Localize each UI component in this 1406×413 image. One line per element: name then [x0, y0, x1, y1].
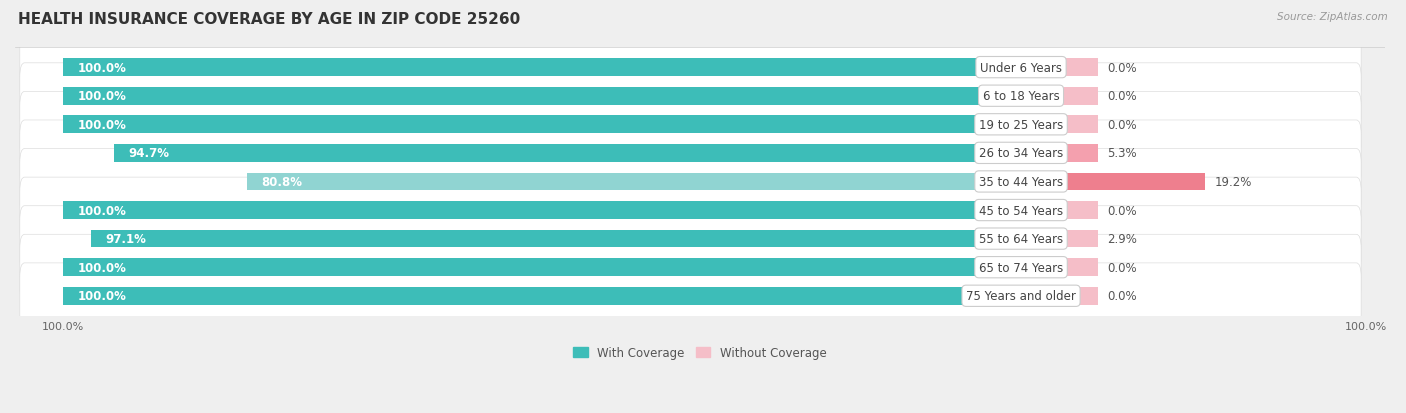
FancyBboxPatch shape	[20, 64, 1361, 129]
Text: Under 6 Years: Under 6 Years	[980, 62, 1062, 74]
FancyBboxPatch shape	[20, 149, 1361, 215]
Text: 5.3%: 5.3%	[1108, 147, 1137, 160]
Bar	[63, 116, 1021, 134]
Text: 55 to 64 Years: 55 to 64 Years	[979, 233, 1063, 245]
Text: 6 to 18 Years: 6 to 18 Years	[983, 90, 1059, 103]
Text: 2.9%: 2.9%	[1108, 233, 1137, 245]
Text: 26 to 34 Years: 26 to 34 Years	[979, 147, 1063, 160]
FancyBboxPatch shape	[20, 206, 1361, 272]
Bar	[63, 59, 1021, 77]
Text: 0.0%: 0.0%	[1108, 261, 1137, 274]
Bar	[247, 173, 1021, 191]
Bar	[1021, 230, 1098, 248]
FancyBboxPatch shape	[20, 35, 1361, 101]
Text: 97.1%: 97.1%	[105, 233, 146, 245]
Bar	[1021, 287, 1098, 305]
Text: 94.7%: 94.7%	[128, 147, 169, 160]
Text: 0.0%: 0.0%	[1108, 62, 1137, 74]
Bar	[1021, 259, 1098, 276]
FancyBboxPatch shape	[20, 235, 1361, 300]
Legend: With Coverage, Without Coverage: With Coverage, Without Coverage	[569, 342, 831, 364]
Text: 75 Years and older: 75 Years and older	[966, 290, 1076, 303]
Text: 80.8%: 80.8%	[262, 176, 302, 188]
Bar	[1021, 173, 1205, 191]
Bar	[1021, 202, 1098, 219]
Text: 35 to 44 Years: 35 to 44 Years	[979, 176, 1063, 188]
Text: 0.0%: 0.0%	[1108, 90, 1137, 103]
Text: 100.0%: 100.0%	[77, 119, 127, 131]
Text: 65 to 74 Years: 65 to 74 Years	[979, 261, 1063, 274]
Text: 19.2%: 19.2%	[1215, 176, 1251, 188]
FancyBboxPatch shape	[20, 263, 1361, 329]
Bar	[1021, 59, 1098, 77]
Text: Source: ZipAtlas.com: Source: ZipAtlas.com	[1277, 12, 1388, 22]
FancyBboxPatch shape	[20, 121, 1361, 186]
Text: HEALTH INSURANCE COVERAGE BY AGE IN ZIP CODE 25260: HEALTH INSURANCE COVERAGE BY AGE IN ZIP …	[18, 12, 520, 27]
Text: 0.0%: 0.0%	[1108, 204, 1137, 217]
Text: 100.0%: 100.0%	[77, 90, 127, 103]
Bar	[63, 287, 1021, 305]
Text: 100.0%: 100.0%	[77, 204, 127, 217]
Bar	[91, 230, 1021, 248]
FancyBboxPatch shape	[20, 178, 1361, 243]
Bar	[1021, 88, 1098, 105]
Text: 0.0%: 0.0%	[1108, 290, 1137, 303]
Text: 19 to 25 Years: 19 to 25 Years	[979, 119, 1063, 131]
Text: 100.0%: 100.0%	[77, 290, 127, 303]
Bar	[114, 145, 1021, 162]
Bar	[1021, 145, 1098, 162]
Text: 100.0%: 100.0%	[77, 261, 127, 274]
Text: 100.0%: 100.0%	[77, 62, 127, 74]
Bar	[63, 259, 1021, 276]
Text: 45 to 54 Years: 45 to 54 Years	[979, 204, 1063, 217]
Bar	[63, 88, 1021, 105]
FancyBboxPatch shape	[20, 92, 1361, 158]
Bar	[63, 202, 1021, 219]
Bar	[1021, 116, 1098, 134]
Text: 0.0%: 0.0%	[1108, 119, 1137, 131]
